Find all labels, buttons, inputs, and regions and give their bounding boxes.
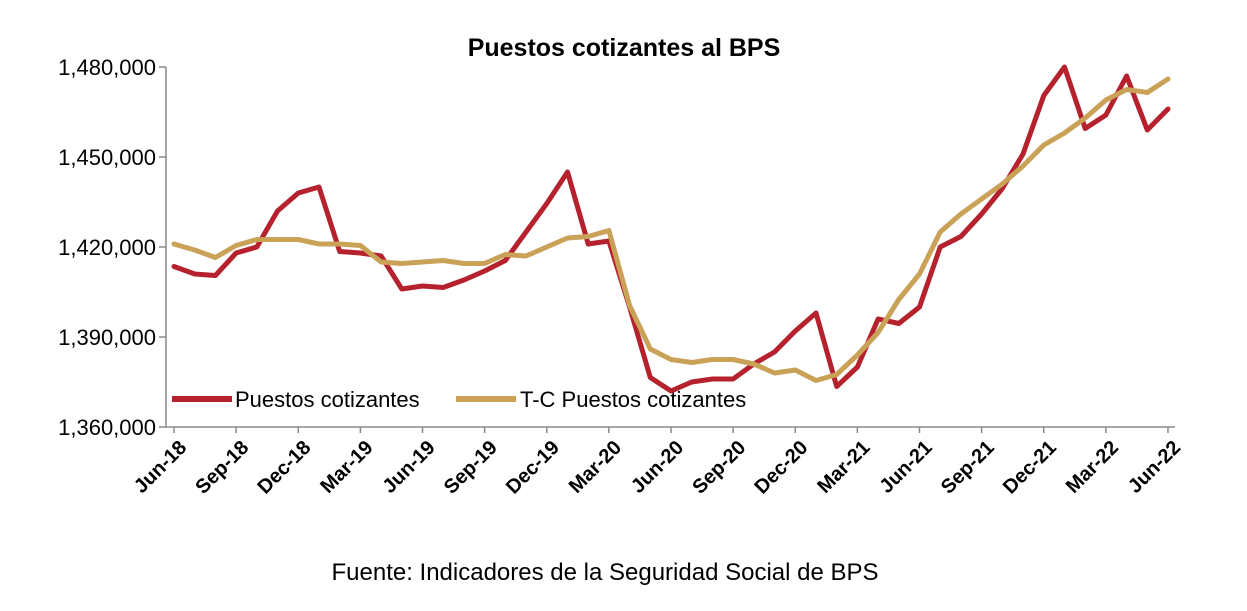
x-tick-label: Dec-19: [502, 437, 564, 499]
x-tick-label: Jun-18: [130, 437, 191, 498]
source-note: Fuente: Indicadores de la Seguridad Soci…: [331, 559, 878, 586]
x-tick-label: Mar-19: [316, 437, 377, 498]
series-lines: [171, 64, 1171, 394]
x-tick-label: Sep-18: [191, 437, 253, 499]
x-tick-label: Sep-19: [440, 437, 502, 499]
y-tick-label: 1,390,000: [58, 325, 156, 350]
x-tick-label: Sep-21: [937, 437, 999, 499]
x-tick-label: Jun-19: [379, 437, 440, 498]
x-tick-label: Dec-18: [253, 437, 315, 499]
x-tick-label: Jun-20: [627, 437, 688, 498]
x-tick-label: Dec-21: [999, 437, 1061, 499]
x-tick-label: Jun-21: [876, 437, 937, 498]
x-tick-label: Sep-20: [688, 437, 750, 499]
series-line-puestos-cotizantes: [171, 64, 1171, 394]
x-tick-label: Mar-22: [1062, 437, 1123, 498]
legend-label-tc-puestos-cotizantes: T-C Puestos cotizantes: [520, 387, 746, 412]
legend: Puestos cotizantes T-C Puestos cotizante…: [172, 387, 746, 412]
y-tick-label: 1,480,000: [58, 55, 156, 80]
y-tick-label: 1,420,000: [58, 235, 156, 260]
x-tick-label: Dec-20: [750, 437, 812, 499]
series-line-tc-puestos-cotizantes: [171, 76, 1171, 383]
y-tick-label: 1,450,000: [58, 145, 156, 170]
y-axis-ticks: 1,360,000 1,390,000 1,420,000 1,450,000 1,48…: [58, 55, 166, 440]
x-tick-label: Mar-20: [565, 437, 626, 498]
x-tick-label: Jun-22: [1124, 437, 1185, 498]
x-axis-ticks: Jun-18 Sep-18 Dec-18 Mar-19 Jun-19 Sep-19 Dec-…: [130, 427, 1185, 499]
y-tick-label: 1,360,000: [58, 415, 156, 440]
legend-label-puestos-cotizantes: Puestos cotizantes: [235, 387, 420, 412]
chart-title: Puestos cotizantes al BPS: [468, 34, 781, 62]
x-tick-label: Mar-21: [813, 437, 874, 498]
